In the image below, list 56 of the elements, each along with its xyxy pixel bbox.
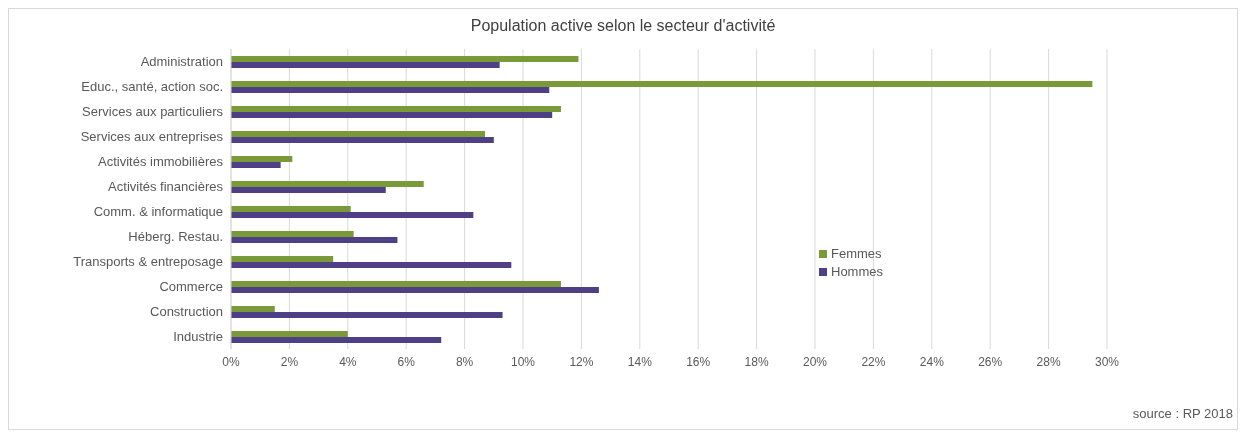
y-tick-label: Services aux entreprises [80, 129, 224, 145]
x-tick-label: 30% [1094, 354, 1120, 369]
bar [231, 337, 442, 343]
x-tick-label: 16% [686, 354, 711, 369]
y-tick-label: Construction [150, 304, 223, 320]
bar [231, 181, 424, 187]
bar [231, 137, 494, 143]
bar [231, 156, 293, 162]
y-tick-label: Educ., santé, action soc. [81, 79, 223, 95]
chart-title: Population active selon le secteur d'activité [469, 17, 777, 35]
y-tick-label: Administration [140, 54, 223, 70]
x-tick-label: 22% [861, 354, 886, 369]
y-tick-label: Services aux particuliers [82, 104, 224, 120]
bar [231, 312, 503, 318]
bar [231, 81, 1093, 87]
bar [231, 206, 351, 212]
bar [231, 237, 398, 243]
x-tick-label: 12% [569, 354, 594, 369]
legend-label: Hommes [831, 264, 884, 279]
bar [231, 306, 275, 312]
x-tick-label: 26% [978, 354, 1003, 369]
bar [231, 131, 486, 137]
bar [231, 112, 553, 118]
bar [231, 231, 354, 237]
bar [231, 106, 561, 112]
x-tick-label: 24% [919, 354, 945, 369]
x-tick-label: 10% [510, 354, 536, 369]
y-tick-label: Héberg. Restau. [128, 229, 223, 245]
y-tick-label: Activités financières [108, 179, 224, 195]
legend-label: Femmes [831, 246, 882, 261]
y-tick-label: Transports & entreposage [73, 254, 223, 270]
bar [231, 256, 334, 262]
x-tick-label: 2% [280, 354, 299, 369]
bar [231, 331, 348, 337]
bar [231, 187, 386, 193]
x-tick-label: 6% [397, 354, 416, 369]
x-tick-label: 0% [222, 354, 240, 369]
bar [231, 212, 474, 218]
x-tick-label: 20% [802, 354, 828, 369]
bar [231, 162, 281, 168]
y-tick-label: Industrie [173, 329, 223, 345]
x-tick-label: 28% [1036, 354, 1061, 369]
bar [231, 281, 561, 287]
source-note: source : RP 2018 [1132, 406, 1233, 421]
bar [231, 262, 512, 268]
bar [231, 87, 550, 93]
y-tick-label: Comm. & informatique [93, 204, 223, 220]
bar [231, 287, 599, 293]
x-tick-label: 4% [339, 354, 357, 369]
bar [231, 62, 500, 68]
x-tick-label: 14% [627, 354, 653, 369]
y-tick-label: Commerce [159, 279, 223, 295]
x-tick-label: 18% [744, 354, 769, 369]
x-tick-label: 8% [455, 354, 474, 369]
bar [231, 56, 579, 62]
y-tick-label: Activités immobilières [98, 154, 224, 170]
